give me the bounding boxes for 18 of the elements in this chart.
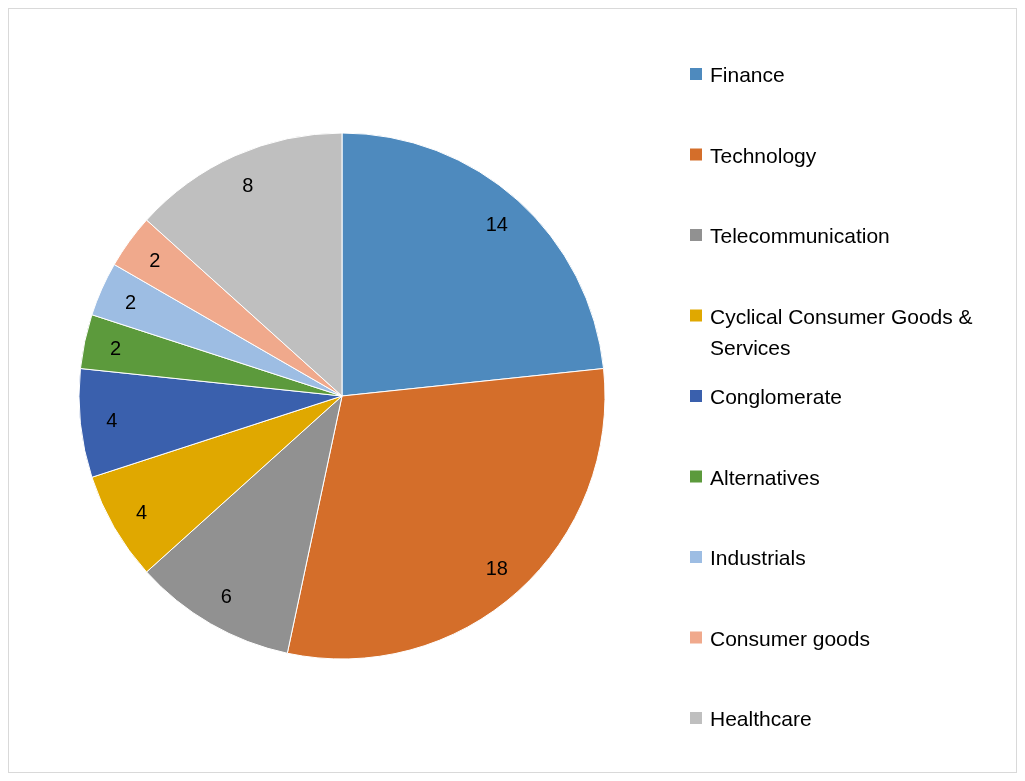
legend-label: Technology xyxy=(710,143,817,166)
legend-label: Industrials xyxy=(710,545,806,569)
legend-label: Telecommunication xyxy=(710,223,890,247)
legend-label: Healthcare xyxy=(710,706,812,730)
data-label: 4 xyxy=(106,409,118,432)
legend-label: Finance xyxy=(710,62,785,86)
data-label: 2 xyxy=(110,336,122,359)
legend-label: Cyclical Consumer Goods & Services xyxy=(710,304,973,358)
legend-label: Consumer goods xyxy=(710,626,870,649)
data-label: 2 xyxy=(125,290,137,313)
data-label: 8 xyxy=(242,173,254,196)
data-label: 2 xyxy=(149,248,161,271)
data-label: 6 xyxy=(220,585,232,608)
data-label: 18 xyxy=(485,556,508,579)
data-label: 14 xyxy=(485,213,508,236)
data-label: 4 xyxy=(136,500,148,523)
legend-label: Conglomerate xyxy=(710,384,842,408)
legend-label: Alternatives xyxy=(710,465,820,488)
